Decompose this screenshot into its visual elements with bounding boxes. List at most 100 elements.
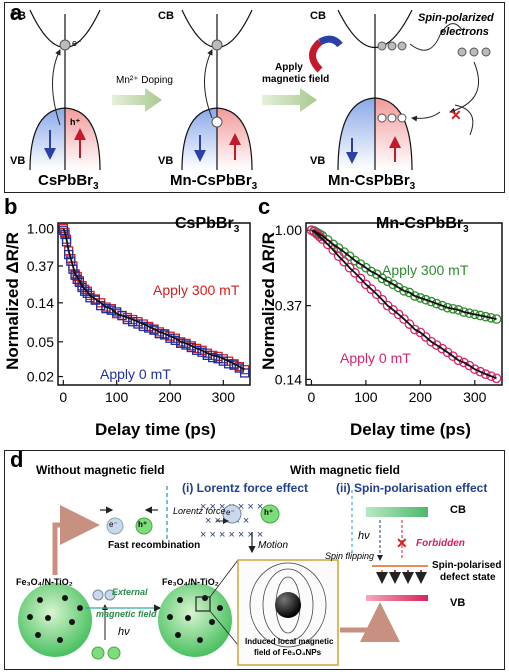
data-point	[328, 245, 339, 255]
material-name-3: Mn-CsPbBr3	[328, 172, 416, 192]
panel-a-label: a	[10, 0, 23, 25]
data-point	[491, 314, 502, 324]
cb-label-3: CB	[310, 10, 326, 22]
hole-symbol: h⁺	[70, 117, 81, 127]
y-tick-label: 0.14	[27, 295, 54, 311]
magnet-icon	[309, 35, 343, 73]
d-vb-label: VB	[450, 597, 466, 609]
lorentz-force-label: Lorentz force	[173, 506, 226, 516]
spin-electrons-label-2: electrons	[440, 26, 489, 38]
data-point	[437, 300, 447, 311]
d-electron-1: e⁻	[109, 520, 118, 529]
band-diagram-cspbbr3	[29, 9, 101, 171]
material-name-2: Mn-CsPbBr3	[170, 172, 258, 192]
x-tick-label: 300	[463, 389, 487, 405]
fit-line	[62, 227, 246, 371]
data-point	[426, 296, 437, 307]
data-point	[399, 285, 409, 296]
data-point	[486, 371, 496, 382]
data-point	[388, 279, 398, 290]
data-point	[399, 314, 409, 324]
y-tick-label: 0.05	[27, 334, 54, 350]
d-hole-1: h⁺	[138, 520, 148, 529]
vb-label-2: VB	[158, 155, 174, 167]
data-point	[415, 293, 426, 303]
field-label-2: magnetic field	[262, 74, 330, 85]
data-point	[491, 373, 502, 384]
data-point	[314, 229, 325, 239]
panel-d-frame	[4, 450, 505, 670]
doping-label: Mn²⁺ Doping	[116, 75, 173, 86]
panel-d-label: d	[10, 447, 24, 472]
x-tick-label: 200	[409, 389, 433, 405]
forbidden-label: Forbidden	[416, 538, 465, 549]
data-point	[106, 305, 116, 315]
data-point	[333, 251, 344, 262]
chart-b-ann-blue: Apply 0 mT	[100, 366, 171, 382]
data-point	[80, 286, 90, 296]
data-point	[371, 289, 382, 300]
data-point	[90, 295, 100, 305]
cb-label-1: CB	[10, 10, 26, 22]
data-point	[431, 298, 442, 309]
data-point	[208, 352, 218, 363]
y-tick-label: 0.37	[27, 258, 54, 274]
data-point	[309, 226, 320, 237]
data-point	[393, 282, 404, 293]
panel-c-label: c	[258, 194, 271, 219]
with-field-title: With magnetic field	[290, 463, 400, 477]
y-tick-label: 0.37	[275, 298, 302, 314]
lorentz-title: (i) Lorentz force effect	[182, 481, 309, 495]
hv-label-left: hν	[118, 626, 130, 638]
data-point	[426, 336, 437, 347]
data-point	[469, 364, 480, 375]
panel-b-label: b	[4, 194, 18, 219]
svg-text:✕: ✕	[450, 107, 462, 123]
x-tick-label: 100	[105, 389, 129, 405]
chart-b-ann-red: Apply 300 mT	[153, 282, 240, 298]
sample-label-right: Fe₃O₄/N-TiO₂	[162, 577, 219, 587]
spin-electrons-label-1: Spin-polarized	[418, 12, 494, 24]
svg-text:✕: ✕	[396, 535, 408, 551]
chart-b-xlabel: Delay time (ps)	[95, 420, 216, 439]
sample-label-left: Fe₃O₄/N-TiO₂	[16, 577, 73, 587]
data-point	[355, 273, 366, 284]
chart-c-xlabel: Delay time (ps)	[350, 420, 471, 439]
data-point	[480, 369, 491, 379]
cb-label-2: CB	[158, 10, 174, 22]
data-point	[377, 294, 388, 305]
vb-label-3: VB	[310, 155, 326, 167]
data-point	[475, 366, 486, 377]
data-point	[404, 319, 415, 329]
x-tick-label: 0	[308, 389, 316, 405]
defect-label-1: Spin-polarised	[432, 560, 502, 571]
band-diagram-mn-cspbbr3	[181, 9, 253, 171]
panel-a-diagram: ✕	[29, 9, 491, 171]
data-point	[420, 332, 431, 342]
data-point	[410, 291, 420, 301]
defect-label-2: defect state	[440, 572, 496, 583]
external-field-label-1: External	[112, 587, 148, 597]
vb-label-1: VB	[10, 155, 26, 167]
induced-label-2: field of Fe₃O₄NPs	[254, 648, 322, 657]
without-field-title: Without magnetic field	[36, 463, 165, 477]
y-tick-label: 1.00	[27, 220, 54, 236]
data-point	[74, 277, 84, 288]
data-point	[366, 266, 377, 277]
data-point	[453, 355, 464, 366]
data-point	[459, 357, 469, 368]
data-point	[420, 294, 431, 305]
x-tick-label: 200	[158, 389, 182, 405]
data-point	[344, 262, 355, 273]
x-tick-label: 300	[212, 389, 236, 405]
y-tick-label: 0.14	[275, 371, 302, 387]
y-tick-label: 0.02	[27, 369, 54, 385]
band-diagram-mn-cspbbr3-field: ✕	[337, 9, 491, 171]
chart-c-ann-pink: Apply 0 mT	[340, 350, 411, 366]
panel-a-frame	[4, 2, 505, 193]
y-tick-label: 1.00	[275, 222, 302, 238]
spin-flipping-label: Spin flipping	[325, 551, 375, 561]
d-electron-2: e⁻	[226, 508, 235, 517]
data-point	[382, 276, 393, 287]
data-point	[393, 309, 404, 320]
